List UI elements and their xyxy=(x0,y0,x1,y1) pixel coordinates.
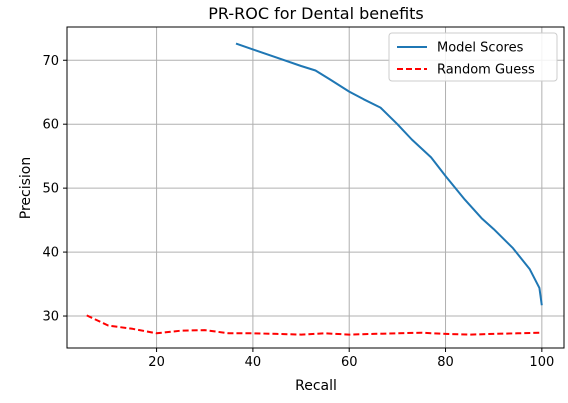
x-tick-label: 60 xyxy=(341,355,358,370)
y-tick-label: 30 xyxy=(42,310,59,325)
legend-label: Random Guess xyxy=(437,63,535,78)
legend-label: Model Scores xyxy=(437,41,524,56)
x-axis-label: Recall xyxy=(295,378,337,394)
x-tick-label: 80 xyxy=(437,355,454,370)
legend: Model Scores Random Guess xyxy=(389,33,557,81)
y-axis-label: Precision xyxy=(18,157,34,219)
x-tick-label: 20 xyxy=(148,355,165,370)
y-tick-label: 60 xyxy=(42,118,59,133)
x-tick-label: 40 xyxy=(245,355,262,370)
x-tick-label: 100 xyxy=(529,355,554,370)
y-tick-label: 40 xyxy=(42,246,59,261)
chart-title: PR-ROC for Dental benefits xyxy=(208,4,424,23)
y-tick-label: 70 xyxy=(42,54,59,69)
y-tick-label: 50 xyxy=(42,182,59,197)
